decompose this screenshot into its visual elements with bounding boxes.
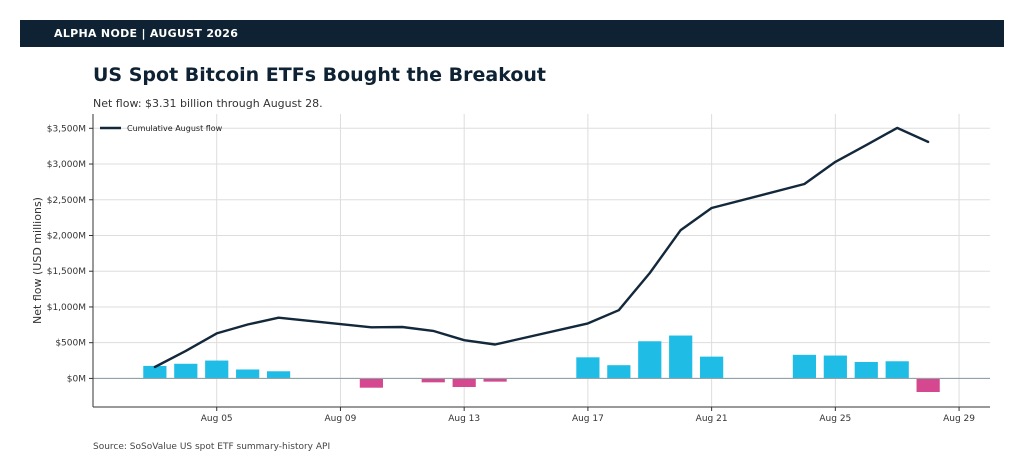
x-tick-label: Aug 29 [943, 414, 975, 424]
flow-bar [174, 363, 198, 379]
chart-title: US Spot Bitcoin ETFs Bought the Breakout [93, 64, 546, 86]
flow-bar [421, 378, 445, 383]
y-tick-label: $2,000M [47, 231, 86, 241]
flow-bar [792, 354, 817, 379]
y-tick-label: $0M [67, 374, 86, 384]
y-tick-label: $3,000M [47, 160, 86, 170]
flow-bar [266, 371, 291, 379]
source-note: Source: SoSoValue US spot ETF summary-hi… [93, 442, 331, 452]
x-tick-label: Aug 09 [325, 414, 357, 424]
y-tick-label: $2,500M [47, 196, 86, 206]
flow-bar [576, 357, 600, 379]
legend-label: Cumulative August flow [127, 124, 223, 133]
x-tick-label: Aug 25 [819, 414, 851, 424]
axis-layer: $0M $500M $1,000M $1,500M $2,000M $2,500M $3,0… [31, 114, 990, 424]
flow-bar [236, 369, 260, 379]
x-tick-label: Aug 17 [572, 414, 604, 424]
flow-bar [483, 378, 507, 382]
flow-bar [669, 335, 693, 379]
banner-text: ALPHA NODE | AUGUST 2026 [54, 27, 239, 40]
y-tick-label: $1,500M [47, 267, 86, 277]
flow-bar [205, 360, 229, 379]
flow-bar [854, 361, 878, 379]
y-tick-label: $3,500M [47, 124, 86, 134]
y-axis-label: Net flow (USD millions) [31, 197, 44, 324]
x-tick-label: Aug 21 [696, 414, 728, 424]
x-tick-label: Aug 05 [201, 414, 233, 424]
flow-bar [452, 378, 476, 387]
flow-bar [823, 355, 847, 379]
y-tick-label: $1,000M [47, 303, 86, 313]
flow-bar [359, 378, 383, 388]
cumulative-flow-line [153, 126, 930, 369]
header-banner: ALPHA NODE | AUGUST 2026 [20, 20, 1004, 47]
bar-layer [143, 335, 940, 392]
line-layer [153, 126, 930, 369]
x-tick-label: Aug 13 [448, 414, 480, 424]
flow-bar [916, 378, 940, 392]
y-tick-label: $500M [55, 339, 86, 349]
flow-bar [885, 361, 909, 379]
legend: Cumulative August flow [100, 124, 223, 133]
flow-bar [143, 365, 167, 379]
flow-bar [700, 356, 724, 379]
flow-bar [638, 341, 662, 379]
flow-bar [607, 365, 631, 379]
chart-subtitle: Net flow: $3.31 billion through August 2… [93, 97, 323, 110]
